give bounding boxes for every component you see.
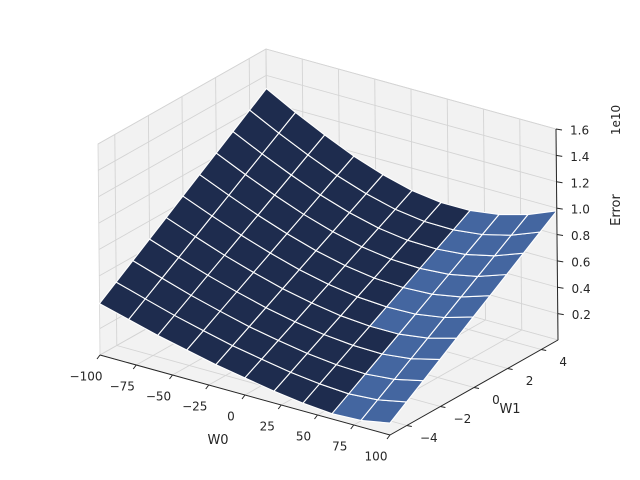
z-tick-label: 1.0 bbox=[571, 203, 590, 217]
y-tick-label: −2 bbox=[454, 412, 472, 426]
y-tick-label: −4 bbox=[420, 431, 438, 445]
x-tick-mark bbox=[205, 384, 210, 390]
x-tick-mark bbox=[96, 354, 101, 360]
z-tick-label: 0.8 bbox=[571, 229, 590, 243]
y-tick-mark bbox=[541, 349, 547, 351]
z-tick-mark bbox=[555, 128, 563, 131]
y-axis-label: W1 bbox=[499, 402, 520, 417]
z-tick-mark bbox=[556, 181, 563, 184]
x-tick-label: 50 bbox=[296, 430, 311, 444]
x-tick-label: 75 bbox=[332, 440, 347, 454]
y-tick-mark bbox=[507, 368, 513, 370]
z-tick-mark bbox=[556, 154, 563, 157]
y-tick-label: 0 bbox=[492, 393, 500, 407]
y-tick-label: 4 bbox=[559, 355, 567, 369]
axes bbox=[96, 128, 564, 440]
x-tick-label: 100 bbox=[365, 450, 388, 464]
x-tick-mark bbox=[132, 364, 137, 370]
x-tick-mark bbox=[314, 414, 318, 420]
z-offset-label: 1e10 bbox=[609, 105, 623, 135]
z-tick-mark bbox=[557, 260, 564, 263]
grid-line bbox=[266, 74, 557, 156]
surface-patch bbox=[249, 88, 297, 134]
z-tick-mark bbox=[557, 286, 564, 289]
grid-line bbox=[98, 74, 267, 171]
grid-line bbox=[98, 101, 267, 198]
z-tick-label: 0.2 bbox=[572, 308, 591, 322]
z-tick-label: 0.4 bbox=[572, 282, 591, 296]
z-axis-label: Error bbox=[609, 194, 624, 226]
x-tick-mark bbox=[241, 394, 246, 400]
x-axis-label: W0 bbox=[207, 433, 228, 448]
y-tick-mark bbox=[473, 387, 480, 389]
grid-line bbox=[266, 101, 557, 183]
y-tick-mark bbox=[440, 406, 446, 408]
z-tick-mark bbox=[556, 207, 563, 210]
grid-line bbox=[97, 48, 267, 145]
x-tick-label: −100 bbox=[70, 370, 103, 384]
z-tick-label: 1.6 bbox=[570, 124, 589, 138]
z-tick-mark bbox=[556, 234, 564, 236]
y-tick-mark bbox=[406, 425, 412, 427]
x-tick-mark bbox=[169, 374, 173, 380]
x-tick-label: 0 bbox=[227, 410, 235, 424]
z-tick-label: 1.2 bbox=[571, 176, 590, 190]
x-tick-mark bbox=[350, 424, 355, 430]
x-tick-label: 25 bbox=[260, 420, 275, 434]
tick-labels: −100 −75 −50 −25 0 25 50 75 100 −4 −2 0 2 4 0.2 0.4 0.6 0… bbox=[70, 124, 591, 464]
x-tick-mark bbox=[277, 404, 282, 410]
z-tick-label: 1.4 bbox=[570, 150, 589, 164]
z-tick-mark bbox=[557, 313, 564, 316]
z-tick-label: 0.6 bbox=[571, 255, 590, 269]
grid-line bbox=[265, 48, 557, 130]
error-surface bbox=[98, 88, 558, 424]
x-tick-label: −75 bbox=[110, 380, 135, 394]
x-tick-label: −25 bbox=[182, 400, 207, 414]
x-tick-mark bbox=[386, 434, 391, 440]
y-tick-label: 2 bbox=[526, 374, 534, 388]
x-tick-label: −50 bbox=[146, 390, 171, 404]
